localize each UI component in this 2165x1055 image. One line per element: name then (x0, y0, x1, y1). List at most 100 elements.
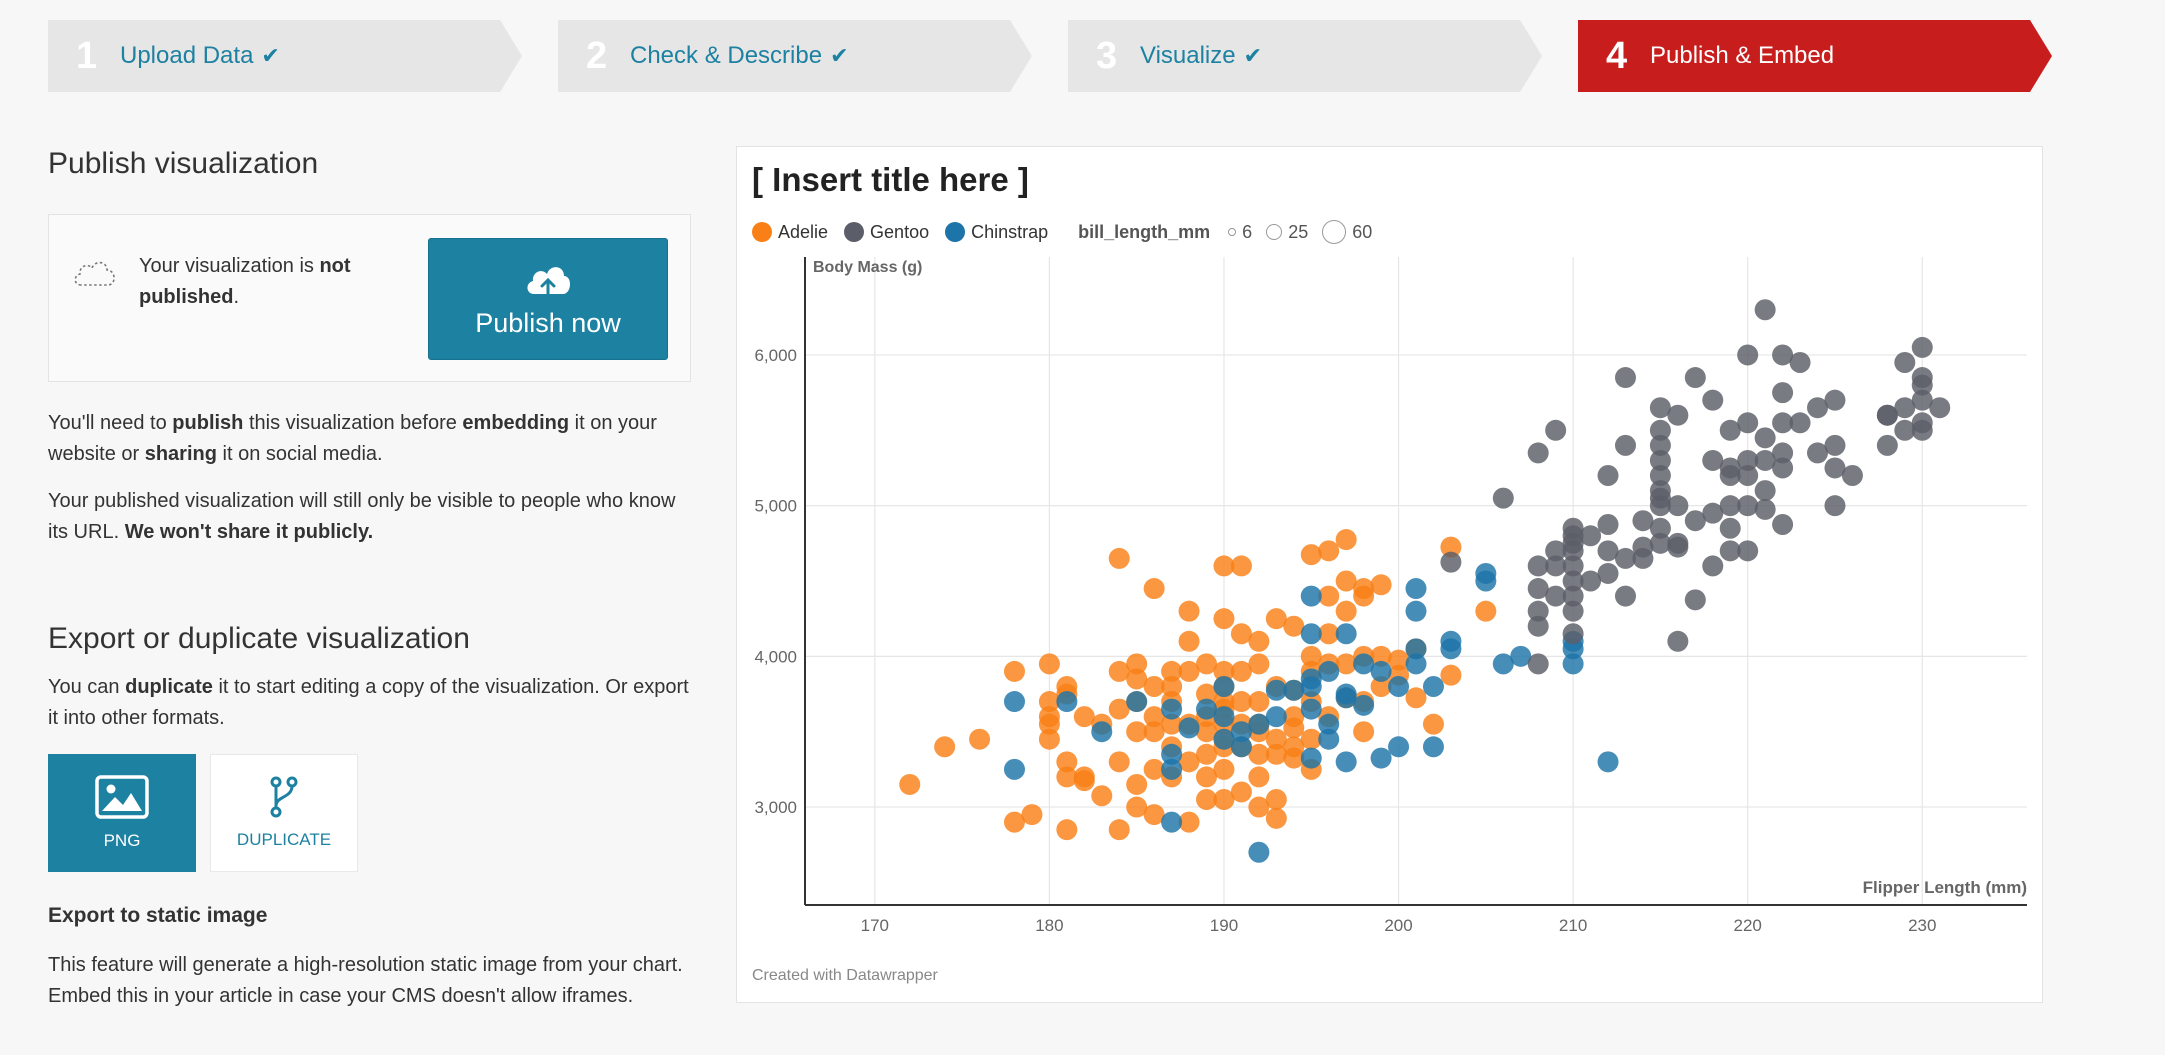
data-point-gentoo (1754, 449, 1776, 471)
data-point-chinstrap (1161, 698, 1183, 720)
data-point-chinstrap (1405, 638, 1427, 660)
step-label: Visualize (1140, 42, 1236, 69)
data-point-adelie (1370, 675, 1392, 697)
data-point-gentoo (1614, 585, 1636, 607)
data-point-chinstrap (1300, 747, 1322, 769)
data-point-gentoo (1562, 623, 1584, 645)
data-point-gentoo (1929, 397, 1951, 419)
step-upload-data[interactable]: 1 Upload Data ✔ (48, 20, 522, 92)
data-point-chinstrap (1248, 713, 1270, 735)
step-number: 3 (1096, 34, 1118, 77)
data-point-gentoo (1754, 299, 1776, 321)
data-point-adelie (1108, 547, 1130, 569)
data-point-adelie (899, 773, 921, 795)
publish-heading: Publish visualization (48, 147, 319, 180)
data-point-gentoo (1772, 513, 1794, 535)
data-point-gentoo (1527, 615, 1549, 637)
data-point-chinstrap (1475, 570, 1497, 592)
legend-swatch-gentoo (844, 222, 865, 242)
step-label: Upload Data (120, 42, 254, 69)
data-point-adelie (1196, 766, 1218, 788)
data-point-adelie (1230, 781, 1252, 803)
data-point-gentoo (1702, 555, 1724, 577)
data-point-gentoo (1824, 495, 1846, 517)
publish-status-text: Your visualization is not published. (139, 255, 351, 308)
step-visualize[interactable]: 3 Visualize ✔ (1068, 20, 1542, 92)
data-point-adelie (1143, 675, 1165, 697)
data-point-gentoo (1911, 389, 1933, 411)
data-point-adelie (1283, 747, 1305, 769)
data-point-adelie (1178, 811, 1200, 833)
chart-title: [ Insert title here ] (752, 161, 1029, 198)
data-point-adelie (1265, 789, 1287, 811)
data-point-adelie (1126, 653, 1148, 675)
data-point-adelie (1178, 751, 1200, 773)
data-point-gentoo (1789, 351, 1811, 373)
y-tick-label: 5,000 (754, 497, 797, 516)
x-tick-label: 200 (1384, 916, 1412, 935)
data-point-gentoo (1614, 434, 1636, 456)
data-point-gentoo (1737, 540, 1759, 562)
step-check-describe[interactable]: 2 Check & Describe ✔ (558, 20, 1032, 92)
data-point-gentoo (1772, 457, 1794, 479)
size-legend-title: bill_length_mm (1078, 221, 1211, 242)
data-point-adelie (1353, 721, 1375, 743)
data-point-gentoo (1562, 517, 1584, 539)
duplicate-label: DUPLICATE (236, 830, 332, 849)
data-point-gentoo (1807, 442, 1829, 464)
privacy-note: Your published visualization will still … (48, 490, 676, 543)
data-point-gentoo (1911, 336, 1933, 358)
publish-now-button[interactable]: Publish now (428, 238, 668, 360)
data-point-adelie (969, 728, 991, 750)
data-point-gentoo (1894, 397, 1916, 419)
checkmark-icon: ✔ (830, 43, 849, 68)
data-point-chinstrap (1597, 751, 1619, 773)
x-tick-label: 230 (1908, 916, 1936, 935)
data-point-adelie (1108, 660, 1130, 682)
step-publish-embed[interactable]: 4 Publish & Embed (1578, 20, 2052, 92)
data-point-gentoo (1876, 404, 1898, 426)
chart-preview: 170 180 190 200 210 220 230 3,000 4,000 5,000 6,00… (736, 146, 2043, 1003)
data-point-gentoo (1702, 389, 1724, 411)
data-point-gentoo (1754, 480, 1776, 502)
legend-swatch-chinstrap (945, 222, 966, 242)
data-point-adelie (1265, 743, 1287, 765)
data-point-adelie (1056, 819, 1078, 841)
data-point-adelie (1248, 653, 1270, 675)
data-point-chinstrap (1318, 728, 1340, 750)
data-point-adelie (1335, 653, 1357, 675)
data-point-gentoo (1545, 540, 1567, 562)
data-point-adelie (1230, 623, 1252, 645)
data-point-gentoo (1772, 344, 1794, 366)
data-point-adelie (1161, 675, 1183, 697)
data-point-adelie (1300, 645, 1322, 667)
export-png-button[interactable]: PNG (48, 754, 196, 872)
data-point-gentoo (1789, 412, 1811, 434)
x-axis-label: Flipper Length (mm) (1863, 878, 2027, 897)
data-point-adelie (1440, 536, 1462, 558)
duplicate-button[interactable]: DUPLICATE (210, 754, 358, 872)
data-point-chinstrap (1230, 736, 1252, 758)
data-point-gentoo (1737, 495, 1759, 517)
data-point-adelie (1283, 717, 1305, 739)
data-point-adelie (1353, 578, 1375, 600)
data-point-adelie (1143, 758, 1165, 780)
data-point-adelie (1248, 630, 1270, 652)
data-point-chinstrap (1213, 706, 1235, 728)
data-point-chinstrap (1388, 736, 1410, 758)
legend-label-chinstrap: Chinstrap (971, 221, 1049, 242)
data-point-gentoo (1527, 442, 1549, 464)
data-point-adelie (1073, 770, 1095, 792)
data-point-adelie (1196, 743, 1218, 765)
export-description: You can duplicate it to start editing a … (48, 676, 689, 729)
size-legend-label: 25 (1288, 221, 1309, 242)
chart-legend: Adelie Gentoo Chinstrap bill_length_mm 6… (752, 217, 1386, 247)
data-point-gentoo (1562, 600, 1584, 622)
step-number: 4 (1606, 34, 1628, 77)
x-tick-label: 220 (1733, 916, 1761, 935)
data-point-chinstrap (1300, 623, 1322, 645)
data-point-adelie (1335, 529, 1357, 551)
publish-note: You'll need to publish this visualizatio… (48, 412, 657, 465)
size-legend-medium: 25 (1266, 222, 1308, 243)
data-point-gentoo (1562, 540, 1584, 562)
